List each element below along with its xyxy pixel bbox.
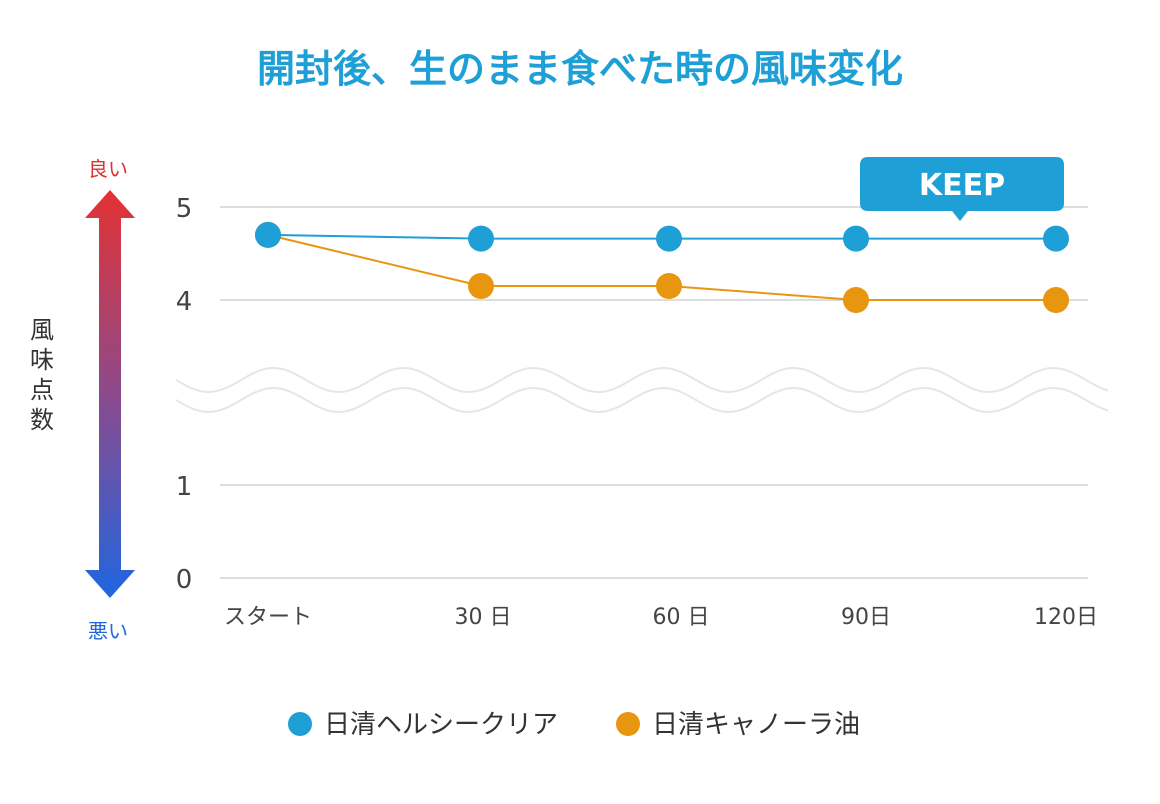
x-tick-label: 60 日 [653,605,710,630]
axis-break-wave [175,386,1109,414]
x-tick-label: 90日 [841,605,891,630]
legend-label: 日清ヘルシークリア [324,710,558,740]
series [255,221,1069,313]
chart-title: 開封後、生のまま食べた時の風味変化 [257,47,903,91]
callout-text: KEEP [919,168,1005,203]
y-axis-label-char: 味 [30,346,54,374]
legend-marker [288,712,312,736]
data-point [843,225,869,252]
data-point [255,221,281,248]
y-axis-label-char: 点 [30,376,54,404]
callout-bubble [860,157,1064,221]
legend-label: 日清キャノーラ油 [652,710,860,740]
scale-top-label: 良い [88,157,128,181]
data-point [1043,225,1069,252]
data-point [1043,287,1069,313]
x-tick-label: 120日 [1034,605,1098,630]
data-point [656,273,682,299]
y-tick-label: 5 [176,194,193,224]
data-point [656,225,682,252]
x-tick-label: スタート [224,605,312,630]
x-tick-label: 30 日 [455,605,512,630]
scale-arrow [85,190,135,598]
data-point [843,287,869,313]
legend-marker [616,712,640,736]
y-axis-label-char: 風 [30,316,54,344]
axis-break [175,366,1109,414]
y-axis-label-char: 数 [30,406,54,434]
y-tick-label: 4 [176,287,193,317]
data-point [468,225,494,252]
callout: KEEP [860,157,1064,221]
scale-bottom-label: 悪い [88,619,128,643]
y-tick-label: 1 [176,472,193,502]
grid [220,206,1088,579]
y-tick-label: 0 [176,565,193,595]
series-0 [255,221,1069,252]
legend: 日清ヘルシークリア 日清キャノーラ油 [288,710,860,740]
data-point [468,273,494,299]
x-ticks: スタート 30 日 60 日 90日 120日 [224,605,1098,630]
y-ticks: 0 1 4 5 [176,194,193,595]
axis-break-wave [175,366,1109,394]
